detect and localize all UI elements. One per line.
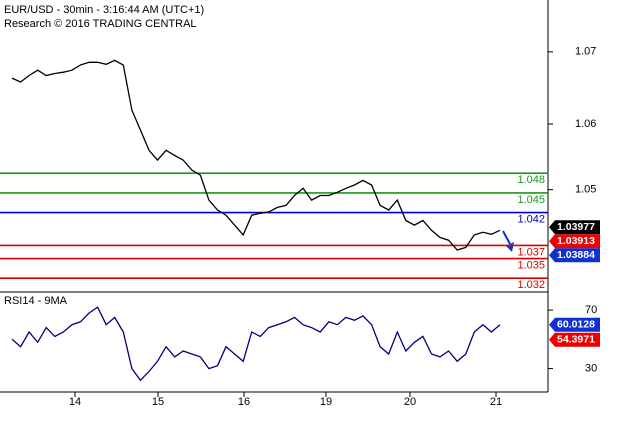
rsi-tick-label: 30 (585, 363, 597, 375)
price-tag (549, 248, 600, 263)
price-tag-label: 60.0128 (557, 318, 595, 330)
level-label: 1.048 (517, 174, 545, 186)
rsi-line (11, 306, 501, 382)
rsi-title: RSI14 - 9MA (4, 295, 68, 307)
x-tick-label: 15 (152, 396, 164, 408)
chart-subtitle: Research © 2016 TRADING CENTRAL (4, 18, 197, 30)
level-label: 1.042 (517, 214, 545, 226)
price-tag (549, 220, 600, 235)
rsi-tick-label: 70 (585, 304, 597, 316)
level-label: 1.045 (517, 194, 545, 206)
arrow-head (506, 242, 514, 252)
x-tick-label: 19 (320, 396, 332, 408)
price-tag (549, 234, 600, 249)
x-tick-label: 14 (69, 396, 81, 408)
price-line (11, 59, 501, 251)
arrow (502, 230, 511, 245)
price-tag-label: 1.03884 (557, 249, 595, 261)
level-label: 1.037 (517, 246, 545, 258)
y-tick-label: 1.07 (575, 46, 596, 58)
y-tick-label: 1.05 (575, 184, 596, 196)
x-tick-label: 20 (404, 396, 416, 408)
price-tag-label: 1.03913 (557, 235, 595, 247)
level-label: 1.035 (517, 259, 545, 271)
y-tick-label: 1.06 (575, 118, 596, 130)
chart-title: EUR/USD - 30min - 3:16:44 AM (UTC+1) (4, 4, 204, 16)
price-tag (549, 317, 600, 332)
price-tag (549, 332, 600, 347)
price-tag-label: 1.03977 (557, 221, 595, 233)
price-tag-label: 54.3971 (557, 333, 595, 345)
x-tick-label: 21 (490, 396, 502, 408)
x-tick-label: 16 (238, 396, 250, 408)
level-label: 1.032 (517, 279, 545, 291)
